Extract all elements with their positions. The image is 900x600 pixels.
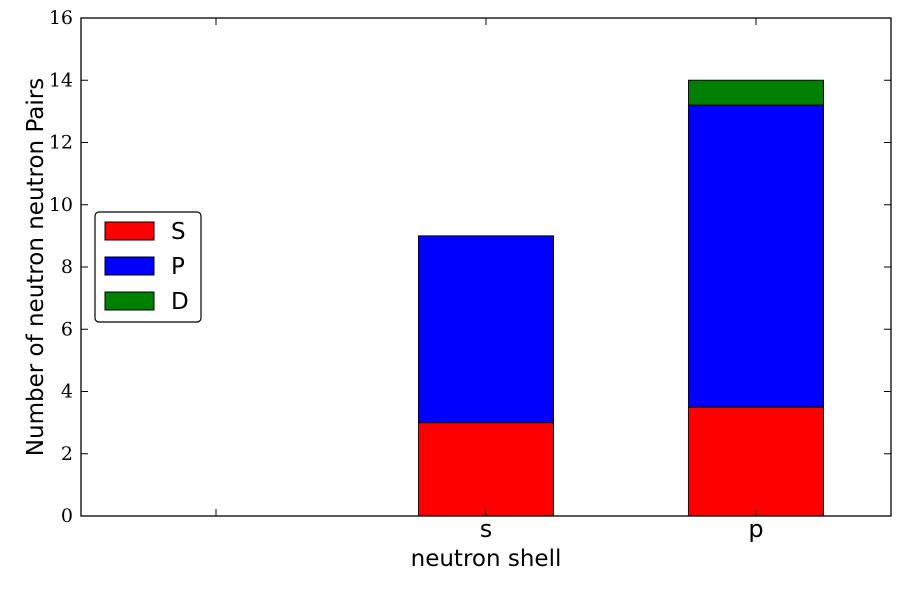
bar-s-P [418, 235, 554, 424]
bar-p-P [688, 104, 824, 408]
legend-swatch-D [104, 291, 155, 311]
bar-s-S [418, 422, 554, 517]
bar-p-S [688, 406, 824, 517]
y-tick-label: 6 [61, 318, 73, 340]
x-axis-label: neutron shell [411, 546, 562, 572]
bar-p-D [688, 79, 824, 106]
y-tick-label: 12 [49, 132, 73, 154]
y-tick-label: 4 [61, 381, 73, 403]
bars-layer [418, 79, 824, 517]
legend-label-S: S [171, 219, 186, 245]
y-tick-label: 14 [49, 69, 73, 91]
y-tick-label: 8 [61, 256, 73, 278]
y-tick-label: 0 [61, 505, 73, 527]
legend-swatch-S [104, 221, 155, 241]
y-axis-ticks: 0 2 4 6 8 10 12 14 16 [49, 7, 891, 527]
legend-label-P: P [171, 254, 185, 280]
legend-swatch-P [104, 256, 155, 276]
legend-label-D: D [171, 289, 189, 315]
y-tick-label: 2 [61, 443, 73, 465]
legend: SPD [94, 211, 202, 323]
y-tick-label: 10 [49, 194, 73, 216]
x-tick-label: p [748, 515, 763, 543]
y-axis-label: Number of neutron neutron Pairs [23, 78, 49, 456]
y-tick-label: 16 [49, 7, 73, 29]
x-tick-label: s [480, 515, 493, 543]
